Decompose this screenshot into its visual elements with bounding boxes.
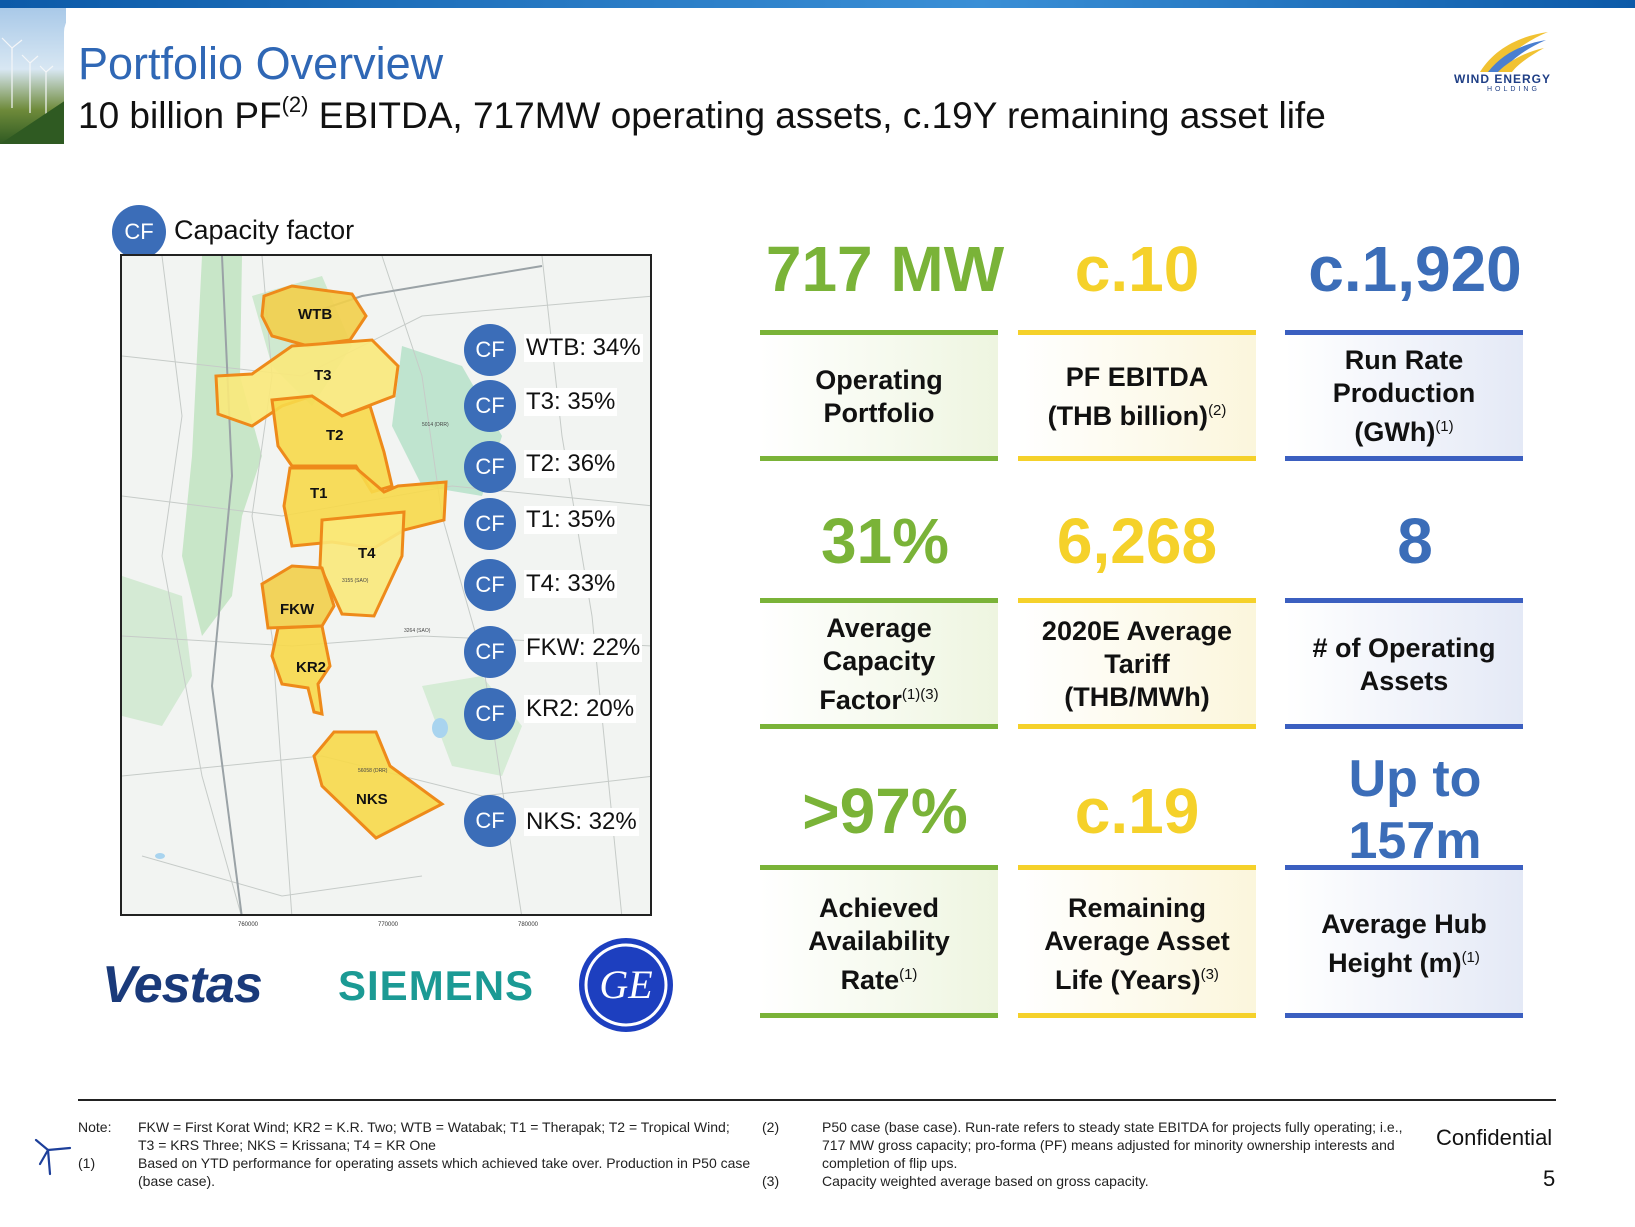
wind-farm-corner-photo xyxy=(0,8,66,144)
kpi-rule xyxy=(1018,724,1256,729)
svg-text:T4: T4 xyxy=(358,545,376,562)
kpi-capacity-factor-label: Average Capacity Factor(1)(3) xyxy=(760,603,998,726)
kpi-tariff-label: 2020E Average Tariff (THB/MWh) xyxy=(1018,603,1256,726)
svg-text:T1: T1 xyxy=(310,485,328,502)
kpi-rule xyxy=(1285,330,1523,335)
ge-logo-icon: GE xyxy=(579,938,673,1032)
kpi-hub-height-value: Up to 157m xyxy=(1348,750,1482,870)
kpi-pf-ebitda-value: c.10 xyxy=(1074,233,1200,305)
cf-badge-t4: CF xyxy=(464,559,516,611)
logo-wordmark: WIND ENERGY xyxy=(1454,72,1552,86)
svg-text:T2: T2 xyxy=(326,427,344,444)
ge-logo-text: GE xyxy=(599,962,652,1007)
cf-label-t3: T3: 35% xyxy=(524,388,618,416)
wind-energy-logo-icon xyxy=(1480,32,1548,72)
kpi-operating-portfolio-value: 717 MW xyxy=(765,233,1005,305)
kpi-run-rate-label: Run Rate Production (GWh)(1) xyxy=(1285,335,1523,458)
footnote-3-label: (3) xyxy=(762,1173,780,1189)
cf-label-t2: T2: 36% xyxy=(524,450,618,478)
vestas-logo: Vestas xyxy=(102,956,263,1014)
x-tick: 770000 xyxy=(378,922,399,928)
cf-label-t4: T4: 33% xyxy=(524,570,618,598)
cf-badge-t3: CF xyxy=(464,380,516,432)
kpi-rule xyxy=(760,1013,998,1018)
kpi-assets-count-label: # of Operating Assets xyxy=(1285,603,1523,726)
kpi-rule xyxy=(1285,865,1523,870)
kpi-rule xyxy=(1018,330,1256,335)
x-tick: 780000 xyxy=(518,922,539,928)
svg-text:WTB: WTB xyxy=(298,306,332,323)
svg-text:3264 (SAO): 3264 (SAO) xyxy=(404,628,431,634)
logo-subtext: HOLDING xyxy=(1487,86,1540,93)
top-accent-bar xyxy=(0,0,1635,8)
kpi-rule xyxy=(760,724,998,729)
svg-text:5014 (DRR): 5014 (DRR) xyxy=(422,422,449,428)
page-number: 5 xyxy=(1543,1166,1556,1191)
footnote-1-label: (1) xyxy=(78,1155,96,1171)
footer-divider xyxy=(78,1099,1556,1101)
kpi-rule xyxy=(1018,1013,1256,1018)
cf-label-fkw: FKW: 22% xyxy=(524,634,643,662)
svg-text:FKW: FKW xyxy=(280,601,315,618)
kpi-rule xyxy=(1018,598,1256,603)
page-title: Portfolio Overview xyxy=(78,38,444,89)
kpi-pf-ebitda-label: PF EBITDA (THB billion)(2) xyxy=(1018,335,1256,458)
cf-label-nks: NKS: 32% xyxy=(524,808,639,836)
kpi-run-rate-value: c.1,920 xyxy=(1308,233,1522,305)
kpi-rule xyxy=(760,456,998,461)
svg-text:56058 (DRR): 56058 (DRR) xyxy=(358,768,388,774)
footnote-note-label: Note: xyxy=(78,1119,112,1135)
kpi-rule xyxy=(760,865,998,870)
kpi-rule xyxy=(760,330,998,335)
page-subtitle: 10 billion PF(2) EBITDA, 717MW operating… xyxy=(78,92,1326,136)
wind-turbine-icon xyxy=(34,1138,72,1176)
svg-text:KR2: KR2 xyxy=(296,659,326,676)
kpi-rule xyxy=(1285,724,1523,729)
kpi-assets-count-value: 8 xyxy=(1397,505,1433,577)
kpi-capacity-factor-value: 31% xyxy=(820,505,950,577)
kpi-rule xyxy=(1285,598,1523,603)
kpi-asset-life-label: Remaining Average Asset Life (Years)(3) xyxy=(1018,870,1256,1018)
kpi-hub-height-label: Average Hub Height (m)(1) xyxy=(1285,870,1523,1018)
cf-label-t1: T1: 35% xyxy=(524,506,618,534)
footnote-1-text: Based on YTD performance for operating a… xyxy=(138,1155,751,1189)
cf-badge-kr2: CF xyxy=(464,688,516,740)
kpi-availability-label: Achieved Availability Rate(1) xyxy=(760,870,998,1018)
cf-label-wtb: WTB: 34% xyxy=(524,334,643,362)
cf-badge-t1: CF xyxy=(464,498,516,550)
cf-badge-nks: CF xyxy=(464,795,516,847)
cf-badge-fkw: CF xyxy=(464,626,516,678)
kpi-availability-value: >97% xyxy=(802,775,968,847)
footnote-3-text: Capacity weighted average based on gross… xyxy=(822,1173,1149,1189)
kpi-tariff-value: 6,268 xyxy=(1056,505,1218,577)
svg-text:T3: T3 xyxy=(314,367,332,384)
x-tick: 760000 xyxy=(238,922,259,928)
siemens-logo: SIEMENS xyxy=(338,962,535,1009)
cf-legend-label: Capacity factor xyxy=(174,215,355,245)
kpi-rule xyxy=(1018,865,1256,870)
svg-text:NKS: NKS xyxy=(356,791,388,808)
cf-badge-t2: CF xyxy=(464,441,516,493)
kpi-rule xyxy=(1018,456,1256,461)
confidential-label: Confidential xyxy=(1436,1125,1553,1150)
cf-badge-wtb: CF xyxy=(464,324,516,376)
kpi-operating-portfolio-label: Operating Portfolio xyxy=(760,335,998,458)
footnote-2-label: (2) xyxy=(762,1119,780,1135)
footnote-note-text: FKW = First Korat Wind; KR2 = K.R. Two; … xyxy=(138,1119,730,1153)
kpi-rule xyxy=(760,598,998,603)
kpi-asset-life-value: c.19 xyxy=(1074,775,1200,847)
svg-text:3155 (SAO): 3155 (SAO) xyxy=(342,578,369,584)
site-map: WTB T3 T2 T1 T4 FKW KR2 NKS 5014 (DRR) 3… xyxy=(120,254,652,916)
cf-legend-badge: CF xyxy=(112,205,166,259)
cf-label-kr2: KR2: 20% xyxy=(524,695,637,723)
footnote-2-text: P50 case (base case). Run-rate refers to… xyxy=(822,1119,1403,1171)
kpi-rule xyxy=(1285,456,1523,461)
kpi-rule xyxy=(1285,1013,1523,1018)
